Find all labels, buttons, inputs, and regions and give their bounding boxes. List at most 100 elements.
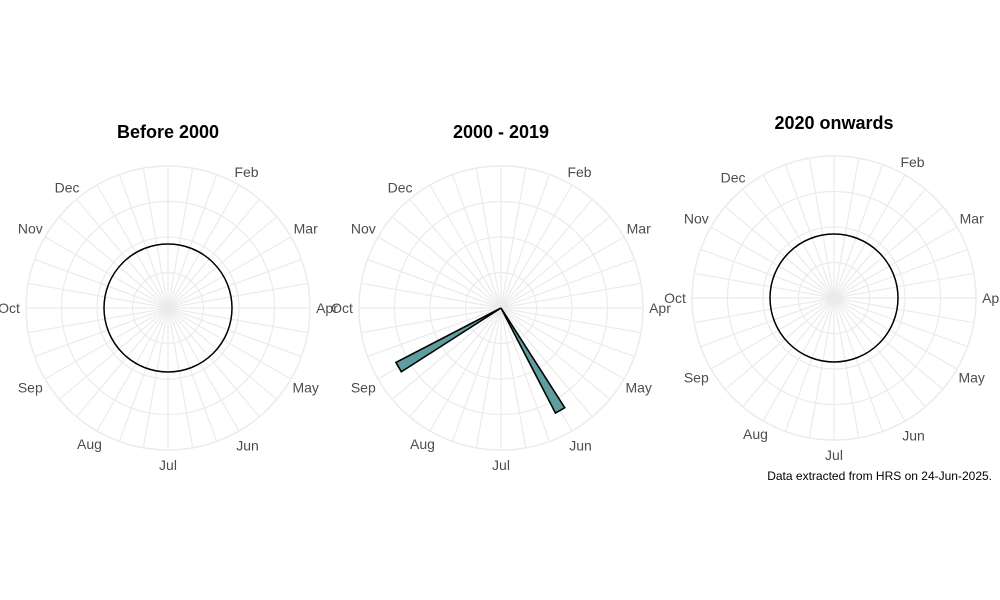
grid-spoke bbox=[44, 307, 169, 380]
grid-spoke bbox=[500, 236, 625, 309]
grid-spoke bbox=[451, 307, 502, 442]
month-label-apr: Apr bbox=[649, 300, 671, 316]
panel-title: 2000 - 2019 bbox=[453, 122, 549, 142]
month-label-jul: Jul bbox=[159, 457, 177, 473]
month-label-nov: Nov bbox=[684, 211, 709, 227]
grid-spoke bbox=[500, 307, 611, 400]
grid-spoke bbox=[167, 282, 308, 309]
grid-spoke bbox=[76, 307, 169, 418]
grid-spoke bbox=[500, 174, 551, 309]
grid-spoke bbox=[118, 307, 169, 442]
grid-spoke bbox=[361, 307, 502, 334]
grid-spoke bbox=[96, 184, 169, 309]
month-label-oct: Oct bbox=[664, 290, 686, 306]
bar-sep bbox=[394, 307, 502, 373]
grid-spoke bbox=[694, 297, 835, 324]
grid-spoke bbox=[142, 168, 169, 309]
grid-spoke bbox=[475, 307, 502, 448]
grid-spoke bbox=[500, 282, 641, 309]
bar-jun bbox=[500, 307, 566, 415]
grid-spoke bbox=[76, 198, 169, 309]
grid-spoke bbox=[808, 297, 835, 438]
month-label-nov: Nov bbox=[351, 221, 376, 237]
grid-spoke bbox=[833, 297, 906, 422]
polar-panel-3: 2020 onwards Dec Feb Mar Apr May Jun Jul Aug Sep O… bbox=[664, 113, 1000, 463]
grid-spoke bbox=[500, 184, 573, 309]
grid-spoke bbox=[167, 307, 278, 400]
grid-spoke bbox=[833, 297, 884, 432]
grid-spoke bbox=[167, 258, 302, 309]
grid-spoke bbox=[833, 248, 968, 299]
grid-spoke bbox=[710, 297, 835, 370]
grid-spoke bbox=[500, 307, 625, 380]
grid-spoke bbox=[833, 174, 906, 299]
grid-spoke bbox=[833, 297, 968, 348]
grid-spoke bbox=[833, 297, 926, 408]
grid-spoke bbox=[429, 184, 502, 309]
grid-spoke bbox=[833, 206, 944, 299]
grid-spoke bbox=[167, 307, 240, 432]
grid-spoke bbox=[58, 307, 169, 400]
grid-spoke bbox=[500, 307, 635, 358]
grid-spoke bbox=[377, 236, 502, 309]
month-label-mar: Mar bbox=[627, 221, 651, 237]
month-label-feb: Feb bbox=[900, 154, 924, 170]
grid-spoke bbox=[167, 307, 194, 448]
grid-spoke bbox=[167, 307, 302, 358]
month-label-may: May bbox=[292, 380, 318, 396]
grid-spoke bbox=[710, 226, 835, 299]
grid-spoke bbox=[167, 236, 292, 309]
month-label-jul: Jul bbox=[492, 457, 510, 473]
grid-spoke bbox=[500, 168, 527, 309]
grid-spoke bbox=[808, 158, 835, 299]
grid-spoke bbox=[451, 174, 502, 309]
grid-spoke bbox=[167, 168, 194, 309]
grid-spoke bbox=[700, 297, 835, 348]
month-label-oct: Oct bbox=[0, 300, 20, 316]
grid-spoke bbox=[724, 297, 835, 390]
month-label-jun: Jun bbox=[236, 438, 259, 454]
grid-spoke bbox=[409, 198, 502, 309]
grid-spoke bbox=[58, 216, 169, 309]
grid-spoke bbox=[475, 168, 502, 309]
grid-spoke bbox=[500, 307, 641, 334]
grid-spoke bbox=[167, 307, 292, 380]
grid-spoke bbox=[391, 216, 502, 309]
grid-spoke bbox=[833, 297, 944, 390]
grid-spoke bbox=[833, 297, 860, 438]
month-label-nov: Nov bbox=[18, 221, 43, 237]
month-label-aug: Aug bbox=[77, 436, 102, 452]
grid-spoke bbox=[34, 258, 169, 309]
month-label-feb: Feb bbox=[567, 164, 591, 180]
panel-title: 2020 onwards bbox=[774, 113, 893, 133]
grid-spoke bbox=[833, 297, 958, 370]
month-label-oct: Oct bbox=[331, 300, 353, 316]
grid-spoke bbox=[784, 297, 835, 432]
polar-panel-1: Before 2000 Dec Feb Mar Apr May Jun Jul Aug Sep Oc… bbox=[0, 122, 338, 473]
grid-spoke bbox=[500, 307, 551, 442]
grid-spoke bbox=[44, 236, 169, 309]
grid-spoke bbox=[34, 307, 169, 358]
polar-panel-2: 2000 - 2019 Dec Feb Mar Apr May Jun Jul Aug Sep Oc… bbox=[331, 122, 671, 473]
month-label-jun: Jun bbox=[569, 438, 592, 454]
month-label-dec: Dec bbox=[55, 180, 80, 196]
grid-spoke bbox=[500, 198, 593, 309]
month-label-may: May bbox=[958, 370, 984, 386]
panel-title: Before 2000 bbox=[117, 122, 219, 142]
month-label-apr: Apr bbox=[982, 290, 1000, 306]
month-label-dec: Dec bbox=[388, 180, 413, 196]
grid-spoke bbox=[167, 198, 260, 309]
grid-spoke bbox=[762, 174, 835, 299]
grid-spoke bbox=[784, 164, 835, 299]
grid-spoke bbox=[500, 258, 635, 309]
grid-spoke bbox=[500, 307, 527, 448]
grid-spoke bbox=[429, 307, 502, 432]
grid-spoke bbox=[361, 282, 502, 309]
grid-spoke bbox=[167, 174, 218, 309]
grid-spoke bbox=[367, 307, 502, 358]
grid-spoke bbox=[96, 307, 169, 432]
grid-spoke bbox=[500, 216, 611, 309]
grid-spoke bbox=[118, 174, 169, 309]
grid-spoke bbox=[833, 272, 974, 299]
